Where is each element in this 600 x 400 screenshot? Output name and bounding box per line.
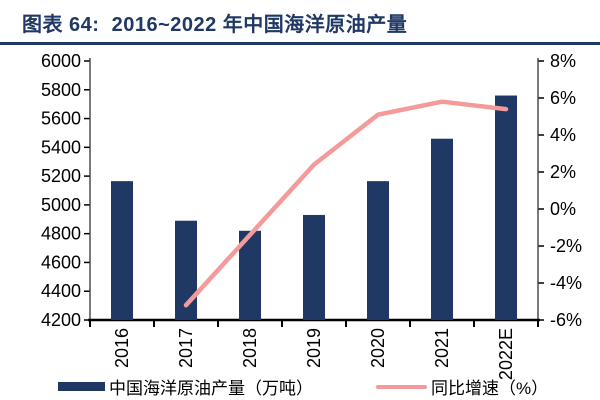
bar-2022E (495, 95, 517, 321)
line-series-label: 同比增速（%） (431, 379, 549, 398)
bar-2016 (111, 181, 133, 320)
right-axis-tick-label: -4% (550, 273, 582, 293)
bar-2021 (431, 138, 453, 320)
growth-line (183, 99, 509, 308)
title-underline (0, 42, 600, 45)
bar-2018 (239, 230, 261, 320)
legend-item-growth: 同比增速（%） (376, 374, 548, 399)
right-axis-tick-label: -2% (550, 236, 582, 256)
left-axis-tick-label: 6000 (41, 51, 81, 71)
right-axis-tick-label: -6% (550, 310, 582, 330)
x-axis-label-2019: 2019 (304, 328, 324, 368)
line-series-swatch (376, 384, 427, 389)
x-axis-label-2018: 2018 (240, 328, 260, 368)
right-axis-tick-label: 2% (550, 162, 576, 182)
left-axis-tick-label: 4600 (41, 252, 81, 272)
left-axis-tick-label: 4400 (41, 281, 81, 301)
bar-2017 (175, 220, 197, 320)
left-axis-tick-label: 5600 (41, 109, 81, 129)
x-axis-label-2017: 2017 (176, 328, 196, 368)
right-axis-tick-label: 6% (550, 88, 576, 108)
chart-title: 图表 64: 2016~2022 年中国海洋原油产量 (22, 14, 408, 36)
bar-2019 (303, 214, 325, 320)
x-axis-label-2022E: 2022E (496, 328, 516, 380)
bar-series-swatch (58, 382, 105, 391)
x-axis-label-2016: 2016 (112, 328, 132, 368)
x-axis-label-2020: 2020 (368, 328, 388, 368)
left-axis-tick-label: 5200 (41, 166, 81, 186)
legend: 中国海洋原油产量（万吨） 同比增速（%） (0, 372, 600, 398)
x-axis-label-2021: 2021 (432, 328, 452, 368)
right-axis-tick-label: 0% (550, 199, 576, 219)
right-axis-tick-label: 4% (550, 125, 576, 145)
bar-2020 (367, 181, 389, 320)
left-axis-tick-label: 5400 (41, 137, 81, 157)
bar-series-label: 中国海洋原油产量（万吨） (109, 379, 313, 398)
left-axis-tick-label: 5000 (41, 195, 81, 215)
left-axis-tick-label: 4800 (41, 224, 81, 244)
legend-item-production: 中国海洋原油产量（万吨） (58, 374, 313, 399)
left-axis-tick-label: 5800 (41, 80, 81, 100)
right-axis-tick-label: 8% (550, 51, 576, 71)
left-axis-tick-label: 4200 (41, 310, 81, 330)
